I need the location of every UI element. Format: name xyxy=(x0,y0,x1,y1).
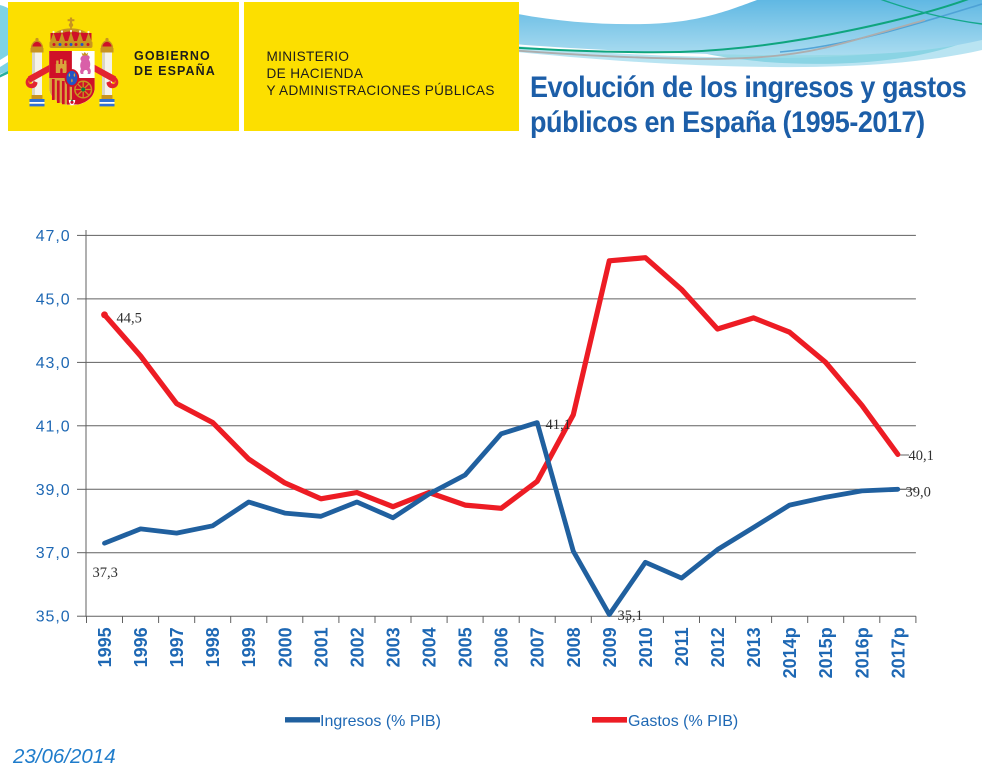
svg-text:41,1: 41,1 xyxy=(546,417,571,433)
svg-text:41,0: 41,0 xyxy=(36,418,71,435)
svg-text:2010: 2010 xyxy=(636,627,656,667)
svg-text:1996: 1996 xyxy=(131,627,151,667)
svg-text:2004: 2004 xyxy=(420,627,440,667)
svg-text:2002: 2002 xyxy=(347,627,367,667)
svg-text:2009: 2009 xyxy=(600,627,620,667)
svg-text:2016p: 2016p xyxy=(852,627,872,678)
svg-text:2003: 2003 xyxy=(384,627,404,667)
svg-text:2011: 2011 xyxy=(672,627,692,666)
svg-text:2015p: 2015p xyxy=(816,627,836,678)
svg-text:1995: 1995 xyxy=(95,627,115,667)
svg-text:2017p: 2017p xyxy=(888,627,908,678)
svg-text:43,0: 43,0 xyxy=(36,355,71,372)
svg-text:47,0: 47,0 xyxy=(36,228,71,245)
svg-text:2007: 2007 xyxy=(528,627,548,667)
svg-text:2000: 2000 xyxy=(275,627,295,667)
svg-text:2005: 2005 xyxy=(456,627,476,667)
svg-text:2006: 2006 xyxy=(492,627,512,667)
svg-text:35,0: 35,0 xyxy=(36,609,71,626)
svg-text:35,1: 35,1 xyxy=(618,608,643,624)
svg-text:1999: 1999 xyxy=(239,627,259,667)
svg-text:44,5: 44,5 xyxy=(117,311,142,327)
svg-text:40,1: 40,1 xyxy=(909,448,934,464)
svg-text:37,0: 37,0 xyxy=(36,545,71,562)
svg-text:37,3: 37,3 xyxy=(93,565,118,581)
svg-text:Ingresos (% PIB): Ingresos (% PIB) xyxy=(320,713,441,730)
svg-text:2014p: 2014p xyxy=(780,627,800,678)
svg-text:39,0: 39,0 xyxy=(36,482,71,499)
svg-text:2001: 2001 xyxy=(311,627,331,667)
svg-text:1997: 1997 xyxy=(167,627,187,667)
svg-text:Gastos (% PIB): Gastos (% PIB) xyxy=(628,713,738,730)
svg-text:45,0: 45,0 xyxy=(36,291,71,308)
svg-text:2008: 2008 xyxy=(564,627,584,667)
svg-text:39,0: 39,0 xyxy=(906,485,931,501)
svg-text:2013: 2013 xyxy=(744,627,764,667)
svg-text:2012: 2012 xyxy=(708,627,728,667)
svg-text:1998: 1998 xyxy=(203,627,223,667)
